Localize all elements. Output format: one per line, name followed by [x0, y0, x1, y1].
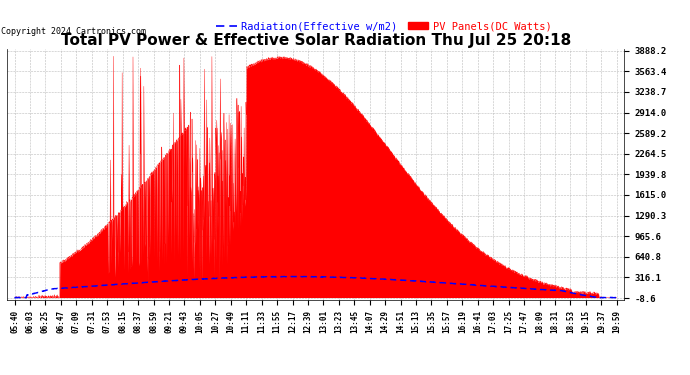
Text: Copyright 2024 Cartronics.com: Copyright 2024 Cartronics.com — [1, 27, 146, 36]
Legend: Radiation(Effective w/m2), PV Panels(DC Watts): Radiation(Effective w/m2), PV Panels(DC … — [216, 21, 551, 31]
Title: Total PV Power & Effective Solar Radiation Thu Jul 25 20:18: Total PV Power & Effective Solar Radiati… — [61, 33, 571, 48]
